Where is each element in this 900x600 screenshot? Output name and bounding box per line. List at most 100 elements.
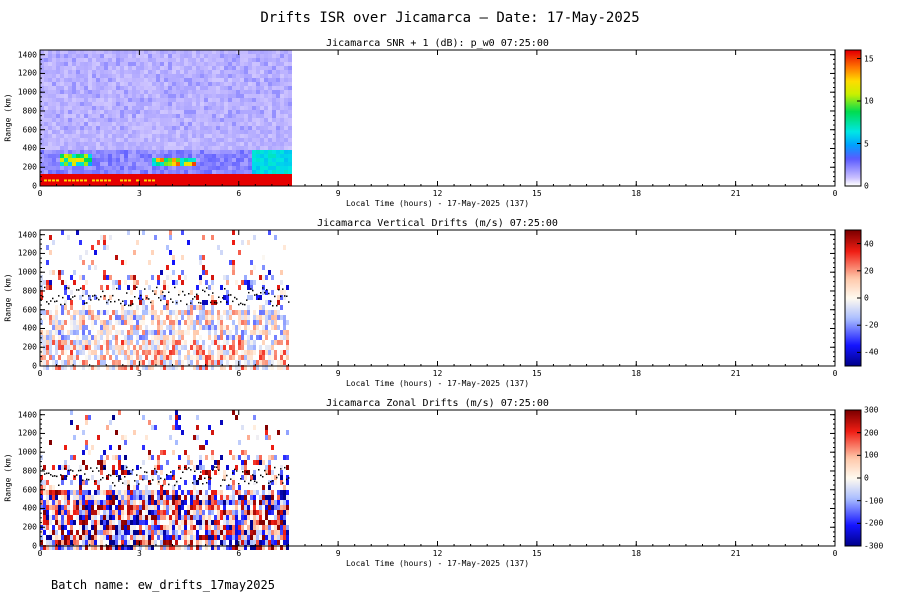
heatmap-cell <box>52 126 56 130</box>
heatmap-cell <box>211 305 214 310</box>
noise-mark <box>224 288 226 290</box>
heatmap-cell <box>145 325 148 330</box>
heatmap-cell <box>61 540 64 545</box>
heatmap-cell <box>55 530 58 535</box>
noise-mark <box>180 300 182 302</box>
heatmap-cell <box>193 325 196 330</box>
heatmap-cell <box>61 305 64 310</box>
heatmap-cell <box>232 130 236 134</box>
noise-mark <box>248 291 250 294</box>
heatmap-cell <box>259 360 262 365</box>
heatmap-cell <box>52 146 56 150</box>
heatmap-cell <box>73 320 76 325</box>
heatmap-cell <box>250 520 253 525</box>
heatmap-cell <box>130 505 133 510</box>
heatmap-cell <box>217 465 220 470</box>
heatmap-cell <box>253 265 256 270</box>
heatmap-cell <box>40 290 43 295</box>
heatmap-cell <box>58 340 61 345</box>
heatmap-cell <box>172 505 175 510</box>
heatmap-cell <box>184 166 188 170</box>
heatmap-cell <box>176 114 180 118</box>
heatmap-cell <box>200 162 204 166</box>
heatmap-cell <box>164 62 168 66</box>
heatmap-cell <box>136 240 139 245</box>
heatmap-cell <box>52 154 56 158</box>
heatmap-cell <box>148 174 152 178</box>
noise-mark <box>264 469 266 472</box>
heatmap-cell <box>112 74 116 78</box>
heatmap-cell <box>124 179 127 182</box>
heatmap-cell <box>274 335 277 340</box>
heatmap-cell <box>236 86 240 90</box>
heatmap-cell <box>152 138 156 142</box>
heatmap-cell <box>76 540 79 545</box>
heatmap-cell <box>109 320 112 325</box>
noise-mark <box>190 469 192 471</box>
heatmap-cell <box>236 118 240 122</box>
heatmap-cell <box>276 130 280 134</box>
heatmap-cell <box>142 415 145 420</box>
heatmap-cell <box>188 98 192 102</box>
heatmap-cell <box>124 545 127 550</box>
heatmap-cell <box>121 350 124 355</box>
heatmap-cell <box>160 325 163 330</box>
heatmap-cell <box>60 70 64 74</box>
heatmap-cell <box>55 535 58 540</box>
heatmap-cell <box>256 174 260 178</box>
colorbar-band <box>845 56 861 59</box>
heatmap-cell <box>196 90 200 94</box>
heatmap-cell <box>160 170 164 174</box>
heatmap-cell <box>142 535 145 540</box>
heatmap-cell <box>80 162 84 166</box>
heatmap-cell <box>118 500 121 505</box>
heatmap-cell <box>152 86 156 90</box>
heatmap-cell <box>48 74 52 78</box>
heatmap-cell <box>139 300 142 305</box>
heatmap-cell <box>280 162 284 166</box>
heatmap-cell <box>128 118 132 122</box>
heatmap-cell <box>232 335 235 340</box>
heatmap-cell <box>193 435 196 440</box>
heatmap-cell <box>211 495 214 500</box>
heatmap-cell <box>64 340 67 345</box>
heatmap-cell <box>109 485 112 490</box>
heatmap-cell <box>124 82 128 86</box>
heatmap-cell <box>274 340 277 345</box>
heatmap-cell <box>140 126 144 130</box>
heatmap-cell <box>220 54 224 58</box>
heatmap-cell <box>280 520 283 525</box>
heatmap-cell <box>253 505 256 510</box>
heatmap-cell <box>192 66 196 70</box>
heatmap-cell <box>148 179 151 182</box>
heatmap-cell <box>260 142 264 146</box>
heatmap-cell <box>84 122 88 126</box>
heatmap-cell <box>56 110 60 114</box>
heatmap-cell <box>176 54 180 58</box>
heatmap-cell <box>96 94 100 98</box>
heatmap-cell <box>109 495 112 500</box>
heatmap-cell <box>154 425 157 430</box>
heatmap-cell <box>128 94 132 98</box>
heatmap-cell <box>100 530 103 535</box>
heatmap-cell <box>180 154 184 158</box>
heatmap-cell <box>280 530 283 535</box>
noise-mark <box>258 298 260 300</box>
heatmap-cell <box>116 86 120 90</box>
heatmap-cell <box>277 495 280 500</box>
heatmap-cell <box>160 166 164 170</box>
heatmap-cell <box>260 58 264 62</box>
heatmap-cell <box>235 360 238 365</box>
heatmap-cell <box>100 535 103 540</box>
heatmap-cell <box>196 138 200 142</box>
heatmap-cell <box>85 535 88 540</box>
heatmap-cell <box>248 170 252 174</box>
heatmap-cell <box>85 530 88 535</box>
heatmap-cell <box>64 110 68 114</box>
heatmap-cell <box>264 62 268 66</box>
heatmap-cell <box>40 98 44 102</box>
heatmap-cell <box>202 495 205 500</box>
heatmap-cell <box>96 166 100 170</box>
heatmap-cell <box>216 66 220 70</box>
colorbar-band <box>845 142 861 145</box>
